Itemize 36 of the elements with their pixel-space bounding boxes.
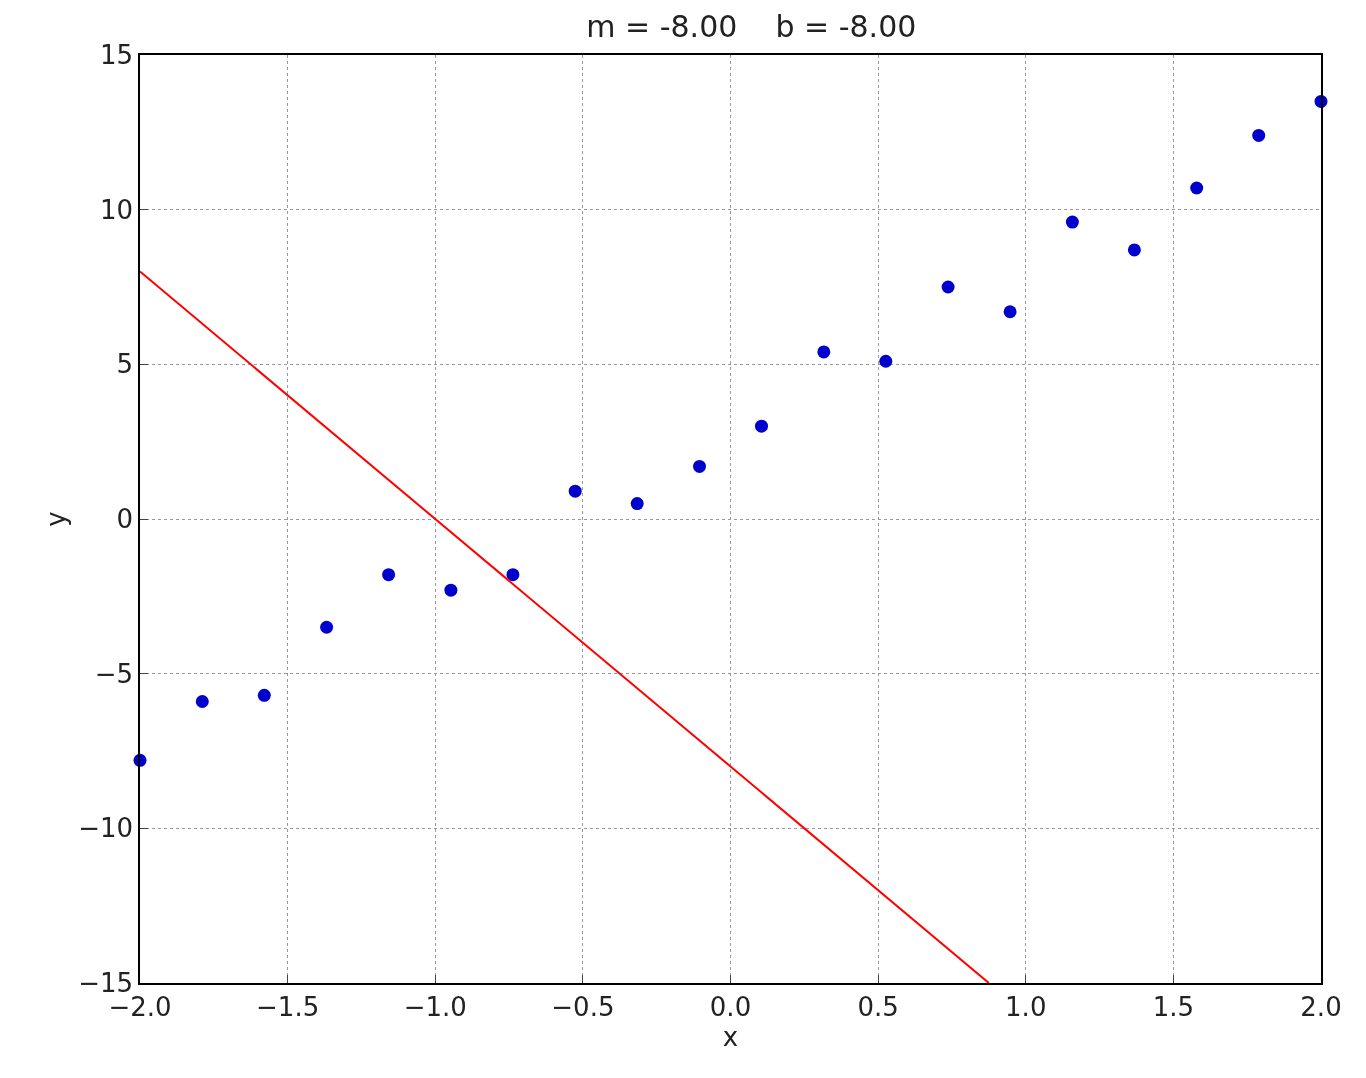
y-tick-label: 5 (116, 349, 134, 380)
point (257, 688, 271, 702)
point (1127, 243, 1141, 257)
point (382, 568, 396, 582)
point (879, 354, 893, 368)
x-tick-label: −1.0 (403, 991, 467, 1022)
y-tick-label: −10 (78, 813, 134, 844)
x-tick-label: −0.5 (551, 991, 615, 1022)
point (444, 583, 458, 597)
point (1003, 305, 1017, 319)
x-tick-label: 0.5 (857, 991, 899, 1022)
point (1190, 181, 1204, 195)
chart-title: m = -8.00 b = -8.00 (586, 9, 917, 45)
point (817, 345, 831, 359)
x-tick-label: −2.0 (108, 991, 172, 1022)
point (630, 497, 644, 511)
y-tick-label: 10 (99, 194, 134, 225)
x-tick-label: −1.5 (256, 991, 320, 1022)
point (506, 568, 520, 582)
y-tick-label: 0 (116, 504, 134, 535)
point (755, 419, 768, 433)
x-tick-label: 2.0 (1300, 991, 1342, 1022)
point (941, 280, 955, 294)
y-tick-label: 15 (99, 40, 134, 71)
point (1065, 215, 1079, 229)
x-tick-label: 1.5 (1152, 991, 1195, 1022)
point (568, 484, 582, 498)
x-tick-label: 1.0 (1005, 991, 1047, 1022)
y-tick-label: −5 (94, 658, 134, 689)
x-tick-label: 0.0 (709, 991, 752, 1022)
x-axis-title: x (722, 1021, 739, 1052)
point (320, 620, 334, 634)
point (1252, 128, 1266, 142)
point (693, 459, 706, 473)
y-axis-title: y (41, 511, 72, 527)
point (195, 695, 209, 708)
